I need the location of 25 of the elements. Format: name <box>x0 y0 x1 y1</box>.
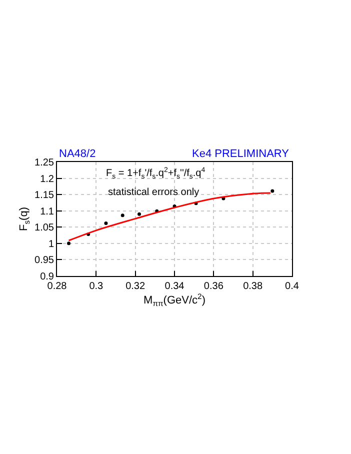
point <box>67 242 70 246</box>
point <box>104 221 108 225</box>
point <box>138 212 141 216</box>
x-tick-label: 0.34 <box>164 281 185 292</box>
x-tick-label: 0.38 <box>243 281 263 292</box>
x-axis-title: M$_{ππ}$(GeV/c$^{2}$) <box>144 292 206 308</box>
y-tick-label: 1.15 <box>34 190 54 202</box>
y-tick-label: 1.2 <box>40 174 54 185</box>
text: NA48/2 <box>59 148 96 160</box>
x-tick-label: 0.36 <box>204 281 224 292</box>
y-tick-label: 1 <box>48 238 54 250</box>
y-tick-label: 1.25 <box>34 158 54 168</box>
y-tick-label: 1.1 <box>40 206 54 218</box>
point <box>270 189 274 193</box>
x-tick-label: 0.4 <box>285 281 300 292</box>
y-tick-label: 0.95 <box>34 255 54 266</box>
y-tick-label: 1.05 <box>34 222 54 234</box>
x-tick-label: 0.32 <box>126 281 146 292</box>
x-tick-label: 0.3 <box>89 281 104 292</box>
point <box>120 214 124 218</box>
text: Ke4 PRELIMINARY <box>192 148 290 160</box>
annotation: statistical errors only <box>108 187 200 198</box>
y-tick-label: 0.9 <box>40 272 54 282</box>
x-tick-label: 0.28 <box>47 281 68 292</box>
text: F$_{s}$ = 1+f$_{s}$'/f$_{s}$.q$^{2}$+f$_{s}$''/f$_{s}$.q$^{4}$ <box>106 167 206 180</box>
